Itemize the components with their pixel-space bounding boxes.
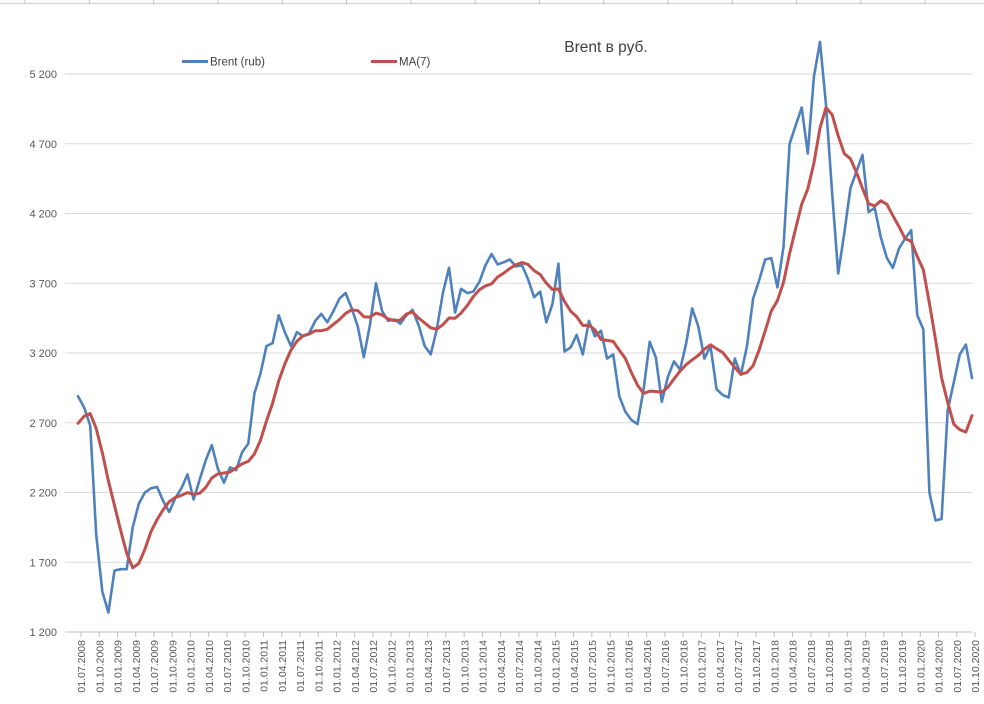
y-axis-tick-label: 4 700: [29, 139, 57, 151]
x-axis-tick-label: 01.10.2008: [94, 640, 106, 693]
y-axis-tick-label: 1 700: [29, 557, 57, 569]
y-axis-tick-label: 2 700: [29, 418, 57, 430]
x-axis-tick-label: 01.01.2013: [405, 640, 417, 693]
x-axis-tick-label: 01.01.2018: [769, 640, 781, 693]
x-axis-tick-label: 01.01.2019: [842, 640, 854, 693]
legend-label-ma7: MA(7): [399, 57, 430, 69]
y-axis-tick-label: 4 200: [29, 209, 57, 221]
x-axis-tick-label: 01.10.2016: [678, 640, 690, 693]
x-axis-tick-label: 01.10.2014: [532, 640, 544, 693]
x-axis-tick-label: 01.01.2010: [186, 640, 198, 693]
x-axis-tick-label: 01.04.2019: [861, 640, 873, 693]
x-axis-tick-label: 01.07.2017: [733, 640, 745, 693]
x-axis-tick-label: 01.01.2009: [113, 640, 125, 693]
x-axis-tick-label: 01.10.2010: [240, 640, 252, 693]
x-axis-tick-label: 01.07.2020: [952, 640, 964, 693]
x-axis-tick-label: 01.07.2018: [806, 640, 818, 693]
x-axis-tick-label: 01.07.2016: [660, 640, 672, 693]
x-axis-tick-label: 01.04.2016: [642, 640, 654, 693]
x-axis-tick-label: 01.10.2012: [386, 640, 398, 693]
x-axis-tick-label: 01.04.2020: [934, 640, 946, 693]
x-axis-tick-label: 01.04.2015: [569, 640, 581, 693]
x-axis-tick-label: 01.07.2012: [368, 640, 380, 693]
x-axis-tick-label: 01.07.2009: [149, 640, 161, 693]
x-axis-tick-label: 01.01.2020: [915, 640, 927, 693]
x-axis-tick-label: 01.10.2009: [167, 640, 179, 693]
x-axis-tick-label: 01.07.2013: [441, 640, 453, 693]
x-axis-tick-label: 01.10.2015: [605, 640, 617, 693]
y-axis-tick-label: 2 200: [29, 488, 57, 500]
x-axis-tick-label: 01.10.2018: [824, 640, 836, 693]
x-axis-tick-label: 01.04.2010: [204, 640, 216, 693]
gridlines: [65, 73, 972, 633]
legend-item-brent: Brent (rub): [182, 57, 265, 69]
y-axis-tick-label: 1 200: [29, 627, 57, 639]
series-lines: [76, 40, 974, 614]
x-axis-tick-label: 01.04.2014: [496, 640, 508, 693]
x-axis-tick-label: 01.10.2017: [751, 640, 763, 693]
x-axis-tick-label: 01.04.2009: [131, 640, 143, 693]
x-axis-tick-label: 01.04.2018: [788, 640, 800, 693]
x-axis-tick-label: 01.10.2013: [459, 640, 471, 693]
x-axis-tick-label: 01.10.2011: [313, 640, 325, 692]
x-axis-tick-label: 01.07.2008: [76, 640, 88, 693]
x-axis-tick-label: 01.01.2011: [259, 640, 271, 692]
x-axis-tick-label: 01.07.2011: [295, 640, 307, 692]
chart-title: Brent в руб.: [564, 39, 647, 56]
x-axis-tick-label: 01.01.2017: [697, 640, 709, 693]
y-axis-labels: 1 200 1 700 2 200 2 700 3 200 3 700 4 200 4 700…: [29, 69, 57, 639]
y-axis-tick-label: 5 200: [29, 69, 57, 81]
x-axis-tick-label: 01.07.2015: [587, 640, 599, 693]
x-axis-tick-label: 01.01.2015: [551, 640, 563, 693]
legend: Brent (rub) MA(7): [182, 57, 430, 69]
x-axis-tick-label: 01.10.2019: [897, 640, 909, 693]
x-axis-tick-label: 01.04.2017: [715, 640, 727, 693]
y-axis-tick-label: 3 700: [29, 278, 57, 290]
legend-item-ma7: MA(7): [371, 57, 430, 69]
x-axis-tick-label: 01.07.2010: [222, 640, 234, 693]
x-axis-tick-label: 01.07.2019: [879, 640, 891, 693]
ma7-line: [76, 106, 974, 570]
x-axis-tick-label: 01.01.2016: [624, 640, 636, 693]
legend-label-brent: Brent (rub): [210, 57, 265, 69]
x-axis-tick-label: 01.01.2012: [332, 640, 344, 693]
x-axis-tick-label: 01.04.2012: [350, 640, 362, 693]
top-axis: [0, 0, 984, 5]
x-axis-tick-label: 01.10.2020: [970, 640, 982, 693]
x-axis-labels: 01.07.2008 01.10.2008 01.01.2009 01.04.2009…: [76, 640, 982, 693]
x-axis-tick-label: 01.04.2011: [277, 640, 289, 692]
y-axis-tick-label: 3 200: [29, 348, 57, 360]
x-axis: [65, 631, 976, 637]
brent-rub-line: [76, 40, 974, 614]
x-axis-tick-label: 01.01.2014: [478, 640, 490, 693]
x-axis-tick-label: 01.07.2014: [514, 640, 526, 693]
x-axis-tick-label: 01.04.2013: [423, 640, 435, 693]
